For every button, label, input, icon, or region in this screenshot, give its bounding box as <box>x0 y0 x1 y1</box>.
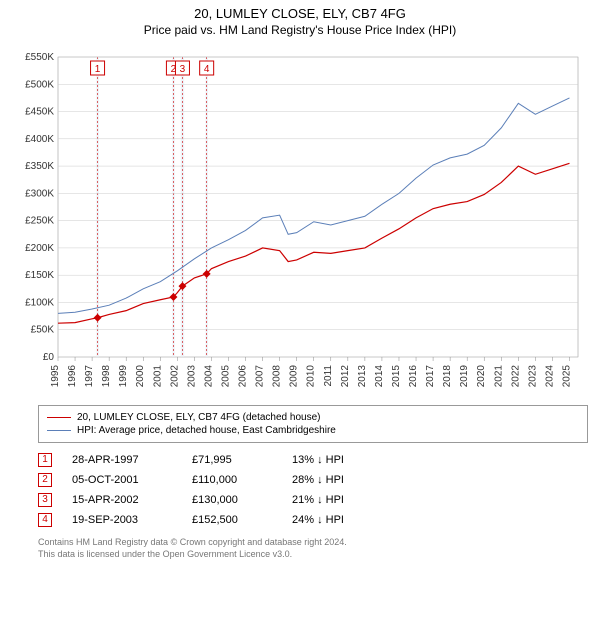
svg-text:2007: 2007 <box>255 365 266 388</box>
legend-swatch <box>47 430 71 431</box>
svg-text:2014: 2014 <box>374 365 385 388</box>
svg-text:2017: 2017 <box>425 365 436 388</box>
transaction-pct: 13% ↓ HPI <box>292 454 392 466</box>
svg-text:2020: 2020 <box>476 365 487 388</box>
transaction-marker: 2 <box>38 473 52 487</box>
transaction-date: 28-APR-1997 <box>72 454 172 466</box>
transaction-row: 1 28-APR-1997 £71,995 13% ↓ HPI <box>38 453 588 467</box>
svg-text:2016: 2016 <box>408 365 419 388</box>
transaction-pct: 21% ↓ HPI <box>292 494 392 506</box>
transaction-pct: 24% ↓ HPI <box>292 514 392 526</box>
svg-text:£0: £0 <box>43 352 55 363</box>
transaction-price: £130,000 <box>192 494 272 506</box>
transaction-marker: 1 <box>38 453 52 467</box>
legend-row: HPI: Average price, detached house, East… <box>47 425 579 436</box>
svg-text:£400K: £400K <box>25 134 54 145</box>
svg-text:£500K: £500K <box>25 79 54 90</box>
transaction-row: 3 15-APR-2002 £130,000 21% ↓ HPI <box>38 493 588 507</box>
transaction-date: 05-OCT-2001 <box>72 474 172 486</box>
legend-row: 20, LUMLEY CLOSE, ELY, CB7 4FG (detached… <box>47 412 579 423</box>
svg-text:2021: 2021 <box>493 365 504 388</box>
footer-text: Contains HM Land Registry data © Crown c… <box>38 537 588 560</box>
svg-text:2013: 2013 <box>357 365 368 388</box>
svg-text:2004: 2004 <box>203 365 214 388</box>
svg-text:3: 3 <box>180 64 186 75</box>
transaction-pct: 28% ↓ HPI <box>292 474 392 486</box>
transaction-date: 15-APR-2002 <box>72 494 172 506</box>
transaction-marker: 4 <box>38 513 52 527</box>
transaction-price: £110,000 <box>192 474 272 486</box>
line-chart: 1234£0£50K£100K£150K£200K£250K£300K£350K… <box>12 47 588 397</box>
svg-text:£50K: £50K <box>31 325 55 336</box>
transaction-row: 2 05-OCT-2001 £110,000 28% ↓ HPI <box>38 473 588 487</box>
page-subtitle: Price paid vs. HM Land Registry's House … <box>0 23 600 37</box>
svg-text:£200K: £200K <box>25 243 54 254</box>
svg-text:2022: 2022 <box>510 365 521 388</box>
svg-text:1998: 1998 <box>101 365 112 388</box>
svg-text:2003: 2003 <box>186 365 197 388</box>
svg-text:2009: 2009 <box>289 365 300 388</box>
svg-text:2024: 2024 <box>544 365 555 388</box>
page-title: 20, LUMLEY CLOSE, ELY, CB7 4FG <box>0 6 600 21</box>
svg-text:2005: 2005 <box>220 365 231 388</box>
svg-text:1999: 1999 <box>118 365 129 388</box>
legend-swatch <box>47 417 71 418</box>
transaction-row: 4 19-SEP-2003 £152,500 24% ↓ HPI <box>38 513 588 527</box>
svg-text:2025: 2025 <box>561 365 572 388</box>
svg-text:2006: 2006 <box>238 365 249 388</box>
svg-text:2019: 2019 <box>459 365 470 388</box>
footer-line: This data is licensed under the Open Gov… <box>38 549 588 561</box>
transaction-marker: 3 <box>38 493 52 507</box>
transaction-price: £71,995 <box>192 454 272 466</box>
legend: 20, LUMLEY CLOSE, ELY, CB7 4FG (detached… <box>38 405 588 443</box>
svg-text:£250K: £250K <box>25 216 54 227</box>
svg-text:1: 1 <box>95 64 101 75</box>
svg-text:£100K: £100K <box>25 297 54 308</box>
svg-text:1997: 1997 <box>84 365 95 388</box>
svg-text:£550K: £550K <box>25 52 54 63</box>
svg-text:2023: 2023 <box>527 365 538 388</box>
svg-text:2000: 2000 <box>135 365 146 388</box>
svg-text:£150K: £150K <box>25 270 54 281</box>
svg-text:4: 4 <box>204 64 210 75</box>
transaction-price: £152,500 <box>192 514 272 526</box>
legend-label: 20, LUMLEY CLOSE, ELY, CB7 4FG (detached… <box>77 412 320 423</box>
svg-text:£350K: £350K <box>25 161 54 172</box>
legend-label: HPI: Average price, detached house, East… <box>77 425 336 436</box>
svg-text:2002: 2002 <box>169 365 180 388</box>
svg-text:2012: 2012 <box>340 365 351 388</box>
svg-text:2011: 2011 <box>323 365 334 387</box>
svg-text:1996: 1996 <box>67 365 78 388</box>
svg-text:2001: 2001 <box>152 365 163 388</box>
svg-text:2008: 2008 <box>272 365 283 388</box>
footer-line: Contains HM Land Registry data © Crown c… <box>38 537 588 549</box>
svg-text:2015: 2015 <box>391 365 402 388</box>
svg-text:£450K: £450K <box>25 107 54 118</box>
svg-text:1995: 1995 <box>50 365 61 388</box>
transactions-table: 1 28-APR-1997 £71,995 13% ↓ HPI 2 05-OCT-2001… <box>38 453 588 527</box>
chart-container: 1234£0£50K£100K£150K£200K£250K£300K£350K… <box>12 47 588 397</box>
svg-text:£300K: £300K <box>25 188 54 199</box>
transaction-date: 19-SEP-2003 <box>72 514 172 526</box>
svg-text:2010: 2010 <box>306 365 317 388</box>
svg-text:2018: 2018 <box>442 365 453 388</box>
